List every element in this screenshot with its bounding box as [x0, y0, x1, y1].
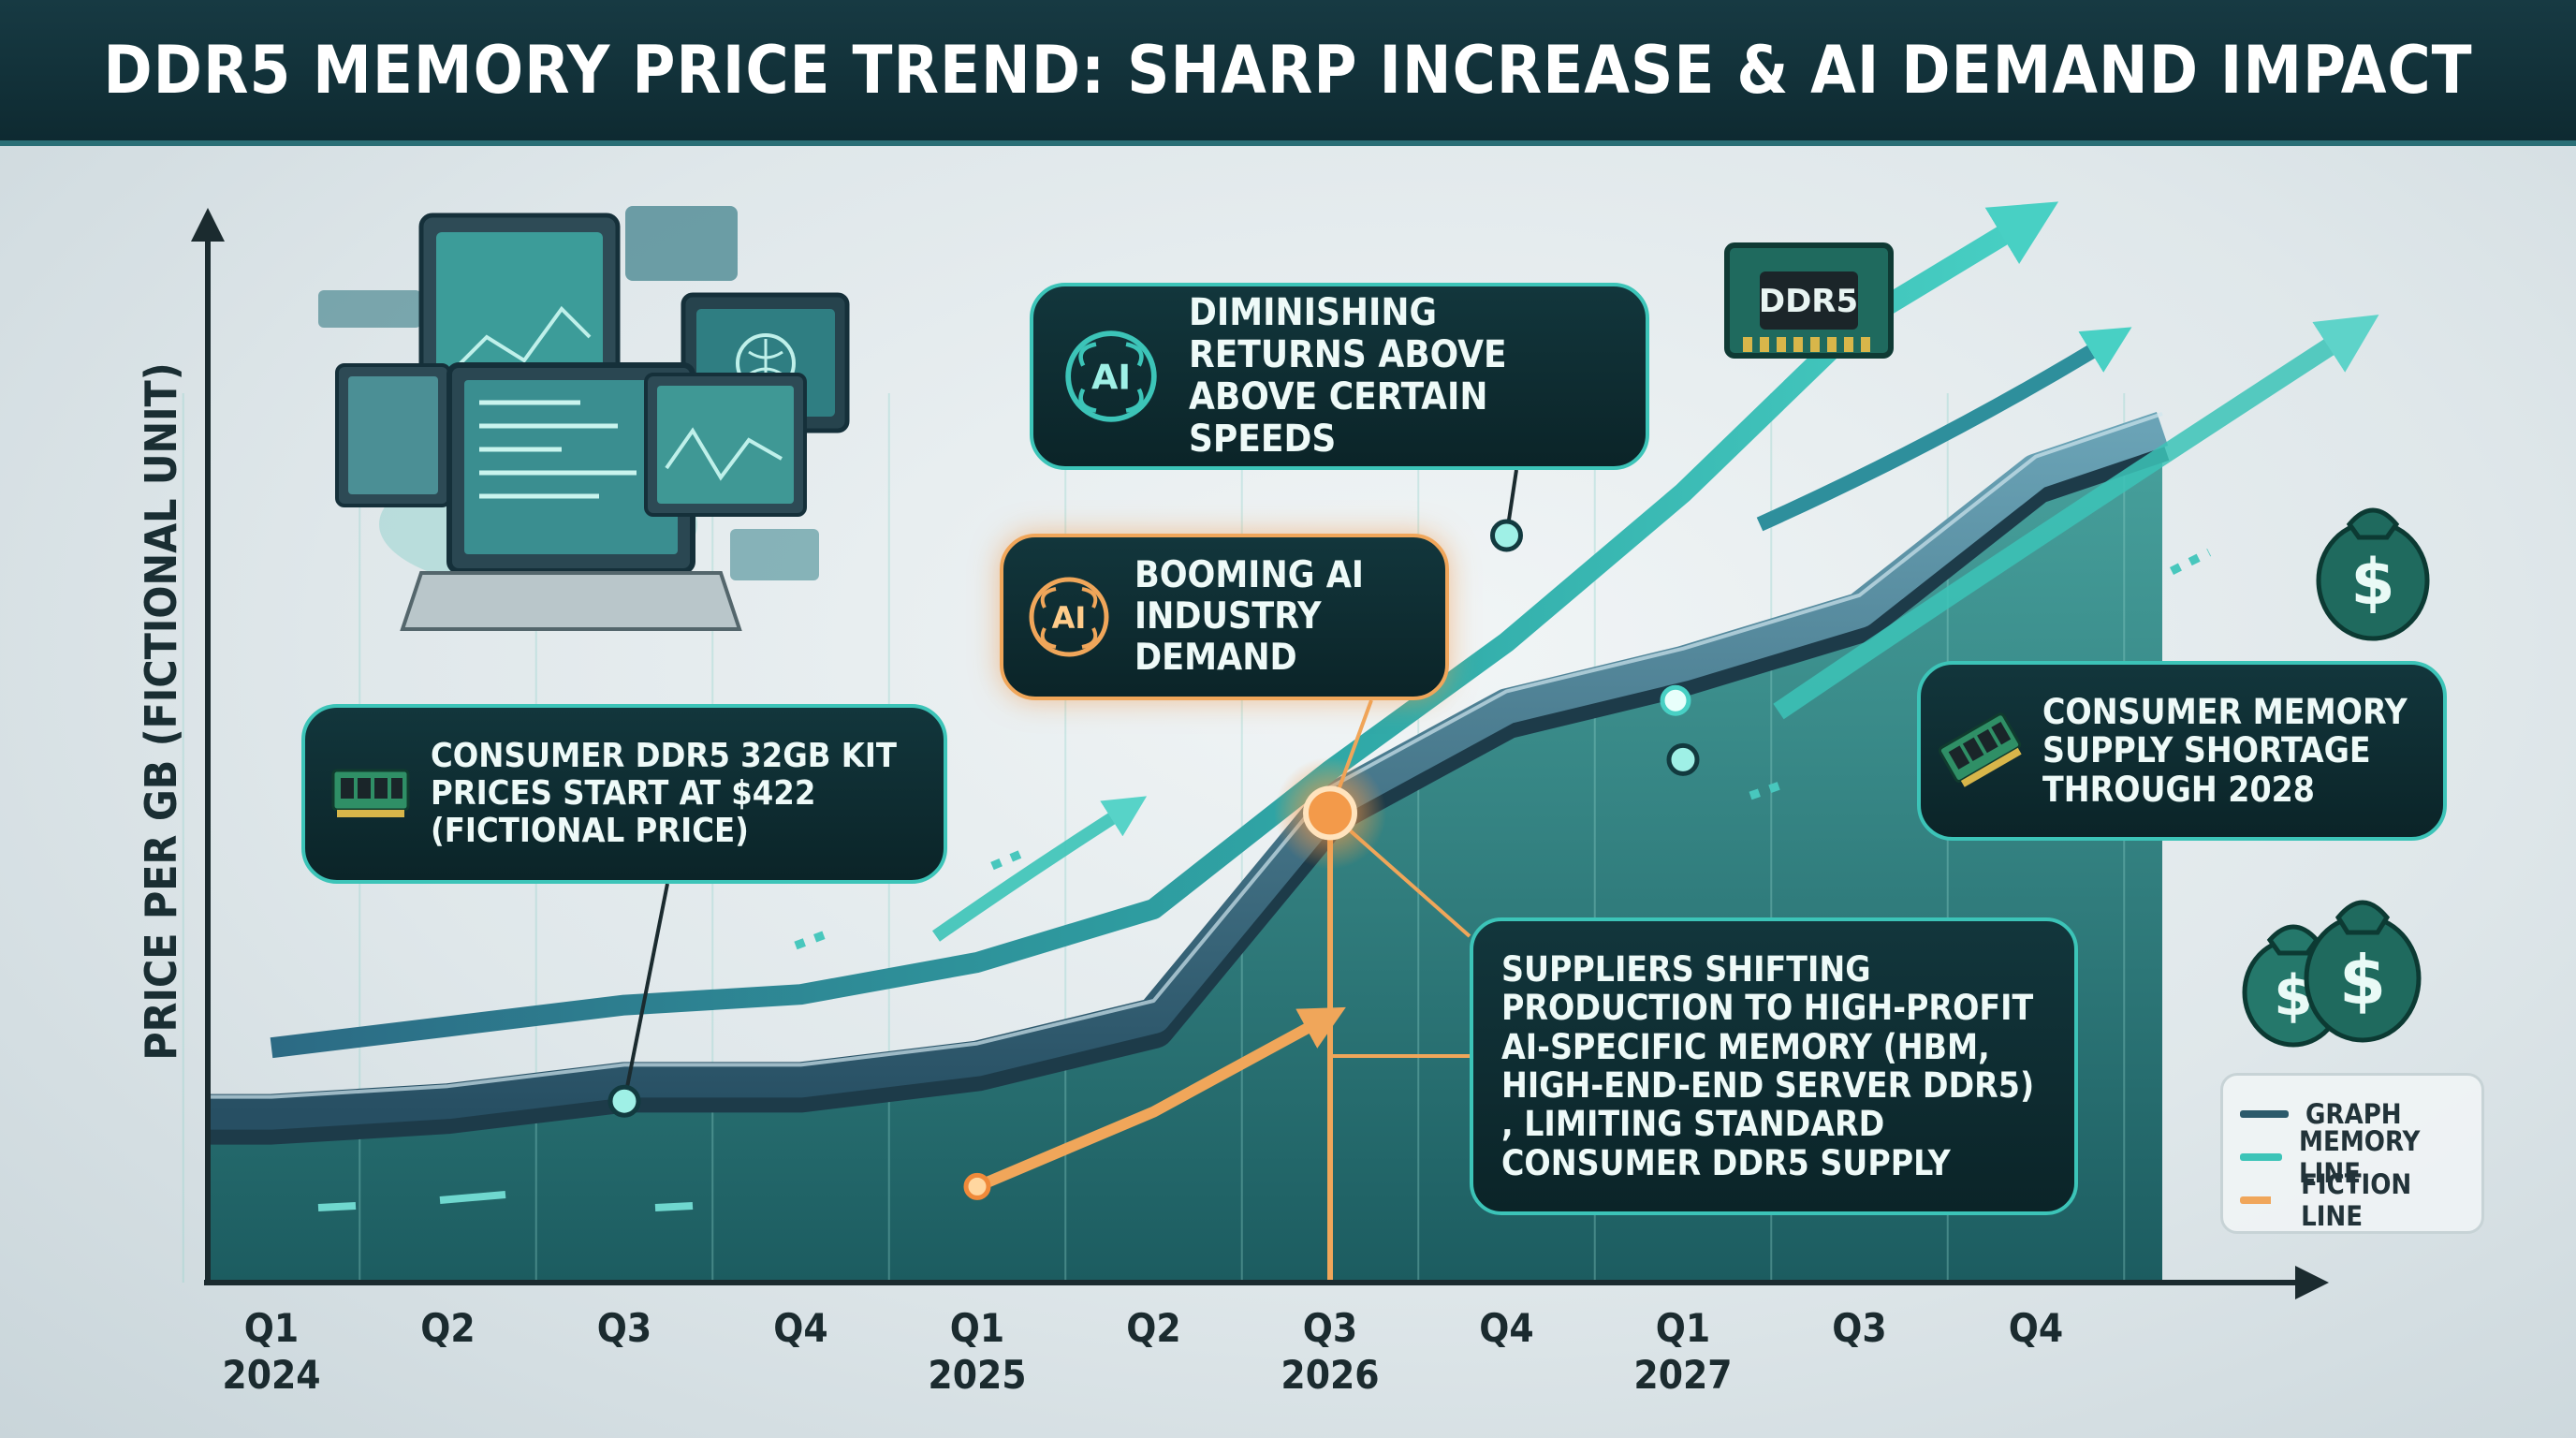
- data-point-marker: [1666, 742, 1700, 776]
- legend-line-swatch: [2240, 1153, 2283, 1161]
- decorative-arrows: [317, 315, 2379, 1211]
- callout-diminishing-returns-text: DIMINISHING RETURNS ABOVE ABOVE CERTAIN …: [1189, 291, 1507, 461]
- money-bag-icon: $: [2304, 900, 2422, 1043]
- money-bag-icon: $: [2316, 507, 2430, 641]
- ai-brain-icon: AI: [1029, 577, 1109, 657]
- ram-stick-icon: [1938, 712, 2022, 787]
- x-tick-year: 2025: [928, 1351, 1027, 1398]
- x-tick-label: Q2: [364, 1305, 533, 1352]
- legend-label: GRAPH: [2305, 1098, 2402, 1130]
- legend-label: MEMORY LINE: [2299, 1125, 2421, 1189]
- x-tick-quarter: Q1: [243, 1305, 300, 1351]
- data-point-marker: [1660, 684, 1691, 716]
- data-point-marker: [1303, 785, 1357, 841]
- x-tick-quarter: Q4: [2008, 1305, 2064, 1351]
- x-tick-label: Q1 2027: [1599, 1305, 1767, 1398]
- legend-item: MEMORY LINE: [2240, 1125, 2465, 1189]
- graph-line: [208, 411, 2169, 1130]
- callout-supply-shortage: CONSUMER MEMORY SUPPLY SHORTAGE THROUGH …: [1917, 661, 2447, 841]
- deco-arrow: [931, 796, 1148, 942]
- x-tick-quarter: Q3: [1302, 1305, 1358, 1351]
- connector-line: [622, 883, 669, 1102]
- x-tick-quarter: Q3: [596, 1305, 652, 1351]
- memory-line-group: [270, 201, 2059, 1059]
- ram-stick-icon: [331, 769, 410, 817]
- callout-consumer-price-text: CONSUMER DDR5 32GB KIT PRICES START AT $…: [431, 736, 897, 851]
- graph-line-highlight: [208, 412, 2163, 1099]
- ddr5-chip-icon: DDR5: [1724, 242, 1894, 359]
- ai-badge-text: AI: [1091, 358, 1131, 398]
- ai-brain-icon: AI: [1065, 330, 1157, 422]
- deco-dash: [439, 1191, 506, 1204]
- fiction-line: [974, 1006, 1346, 1192]
- ai-badge-text: AI: [1052, 600, 1087, 636]
- monitor-cluster-icon: [318, 206, 850, 631]
- legend-item: FICTION LINE: [2240, 1168, 2465, 1232]
- deco-dash: [794, 927, 835, 950]
- chart-title: DDR5 MEMORY PRICE TREND: SHARP INCREASE …: [103, 32, 2473, 109]
- x-tick-quarter: Q2: [1126, 1305, 1181, 1351]
- svg-text:$: $: [2350, 546, 2394, 620]
- deco-dash: [1749, 778, 1790, 800]
- x-tick-quarter: Q4: [1479, 1305, 1534, 1351]
- legend-line-swatch: [2240, 1110, 2289, 1118]
- data-point-marker: [1490, 519, 1523, 552]
- data-point-marker: [963, 1172, 991, 1200]
- callout-booming-ai: AI BOOMING AI INDUSTRY DEMAND: [1000, 534, 1449, 700]
- x-tick-year: 2026: [1281, 1351, 1380, 1398]
- data-point-marker: [607, 1084, 641, 1118]
- x-tick-label: Q3 2026: [1246, 1305, 1414, 1398]
- x-tick-quarter: Q1: [1655, 1305, 1711, 1351]
- x-tick-quarter: Q1: [949, 1305, 1005, 1351]
- deco-dash: [654, 1202, 694, 1211]
- svg-text:$: $: [2339, 941, 2386, 1020]
- x-tick-label: Q4: [717, 1305, 886, 1352]
- deco-dash: [317, 1202, 357, 1211]
- x-tick-quarter: Q2: [420, 1305, 476, 1351]
- deco-dash: [990, 845, 1032, 871]
- graph-line-band: [208, 411, 2170, 1145]
- x-tick-label: Q1 2025: [893, 1305, 1061, 1398]
- data-markers: [607, 519, 1700, 1200]
- callout-suppliers-shifting-text: SUPPLIERS SHIFTING PRODUCTION TO HIGH-PR…: [1501, 948, 2035, 1183]
- legend-item: GRAPH: [2240, 1093, 2465, 1136]
- y-axis-label: PRICE PER GB (FICTIONAL UNIT): [136, 362, 186, 1061]
- x-tick-year: 2027: [1633, 1351, 1733, 1398]
- x-tick-year: 2024: [222, 1351, 321, 1398]
- x-tick-label: Q3: [540, 1305, 709, 1352]
- deco-arrow: [1773, 315, 2379, 720]
- title-bar: DDR5 MEMORY PRICE TREND: SHARP INCREASE …: [0, 0, 2576, 146]
- x-tick-label: Q1 2024: [187, 1305, 356, 1398]
- legend: GRAPH MEMORY LINE FICTION LINE: [2220, 1073, 2484, 1234]
- x-tick-quarter: Q4: [773, 1305, 828, 1351]
- deco-dash: [2169, 548, 2212, 576]
- memory-line: [270, 201, 2059, 1059]
- ddr5-chip-label: DDR5: [1759, 283, 1858, 320]
- callout-suppliers-shifting: SUPPLIERS SHIFTING PRODUCTION TO HIGH-PR…: [1470, 917, 2078, 1215]
- callout-booming-ai-text: BOOMING AI INDUSTRY DEMAND: [1134, 554, 1364, 679]
- legend-label: FICTION LINE: [2301, 1168, 2412, 1232]
- callout-supply-shortage-text: CONSUMER MEMORY SUPPLY SHORTAGE THROUGH …: [2042, 691, 2408, 810]
- x-tick-label: Q3: [1776, 1305, 1944, 1352]
- callout-diminishing-returns: AI DIMINISHING RETURNS ABOVE ABOVE CERTA…: [1030, 283, 1649, 470]
- legend-arrow-swatch: [2240, 1196, 2285, 1204]
- callout-consumer-price: CONSUMER DDR5 32GB KIT PRICES START AT $…: [301, 704, 947, 884]
- x-tick-label: Q4: [1423, 1305, 1591, 1352]
- deco-arrow: [1756, 327, 2132, 532]
- x-tick-quarter: Q3: [1832, 1305, 1887, 1351]
- fiction-line-group: [974, 1006, 1346, 1192]
- x-tick-label: Q4: [1952, 1305, 2120, 1352]
- x-tick-label: Q2: [1070, 1305, 1238, 1352]
